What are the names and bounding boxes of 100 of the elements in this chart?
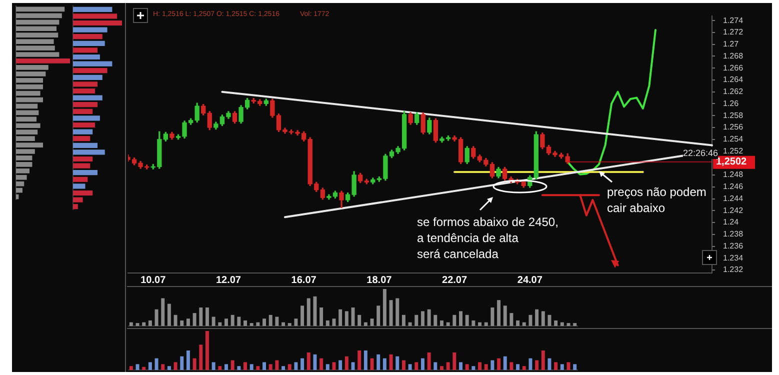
bar <box>402 360 406 370</box>
bar <box>294 362 298 370</box>
bar <box>510 362 514 370</box>
bar <box>154 309 158 326</box>
y-tick-label: 1.244 <box>723 194 744 203</box>
bar <box>230 314 234 326</box>
y-tick-label: 1.258 <box>723 110 744 120</box>
y-tick-label: 1.272 <box>723 28 744 37</box>
bar <box>268 314 272 326</box>
bar <box>472 320 476 326</box>
bar <box>484 364 488 370</box>
y-tick-label: 1.246 <box>723 182 744 192</box>
bar <box>73 176 88 182</box>
bar <box>186 350 190 370</box>
annotation: se formos abaixo de 2450, a tendência de alta será cancelada <box>417 214 558 262</box>
bar <box>192 313 196 326</box>
bar <box>364 322 368 326</box>
bar <box>167 366 171 370</box>
bar <box>205 308 209 326</box>
bar <box>136 323 140 326</box>
y-tick-label: 1.268 <box>723 51 744 60</box>
bar <box>262 318 266 326</box>
bar <box>548 314 552 326</box>
bar <box>73 34 102 40</box>
bar <box>427 352 431 370</box>
x-tick-label: 18.07 <box>366 274 392 286</box>
bar <box>161 298 165 326</box>
bar <box>516 320 520 326</box>
bar <box>256 366 260 370</box>
bar <box>440 320 444 326</box>
bar <box>459 362 462 370</box>
bar <box>142 366 146 370</box>
y-tick-label: 1.262 <box>723 87 744 96</box>
bar <box>332 318 336 326</box>
bar <box>320 308 324 326</box>
bar <box>510 313 514 326</box>
bar <box>205 331 209 370</box>
y-tick-label: 1.256 <box>723 122 744 132</box>
bar <box>180 356 184 370</box>
bar <box>306 352 310 370</box>
bar <box>256 322 260 326</box>
bar <box>503 306 507 326</box>
bar <box>230 360 234 370</box>
bar <box>503 356 507 370</box>
bar <box>16 58 70 64</box>
y-tick-label: 1.252 <box>723 146 744 156</box>
y-tick-label: 1.242 <box>723 206 744 215</box>
bar <box>320 358 324 370</box>
y-tick-label: 1.27 <box>723 40 740 49</box>
bar <box>434 314 438 326</box>
x-tick-label: 16.07 <box>291 274 317 286</box>
bar <box>73 95 102 100</box>
bar <box>73 122 96 128</box>
bar <box>282 322 286 326</box>
bar <box>294 318 298 326</box>
bar <box>344 311 348 326</box>
bar <box>306 298 310 326</box>
bar <box>73 129 93 134</box>
bar <box>224 364 228 370</box>
y-tick-label: 1.232 <box>723 265 744 274</box>
bar <box>408 322 412 326</box>
bar <box>73 163 90 168</box>
bar <box>129 366 133 370</box>
bar <box>420 358 424 370</box>
bar <box>382 358 386 370</box>
bar <box>288 323 292 326</box>
bar <box>136 364 140 370</box>
x-tick-label: 12.07 <box>216 274 242 286</box>
bar <box>16 6 65 12</box>
bar <box>490 360 494 370</box>
bar <box>560 364 564 370</box>
bar <box>535 309 539 326</box>
bar <box>218 322 222 326</box>
bar <box>199 308 203 326</box>
bar <box>420 311 424 326</box>
bar <box>237 366 241 370</box>
bar <box>528 358 532 370</box>
bar <box>275 360 279 370</box>
bar <box>370 318 374 326</box>
bar <box>497 300 501 326</box>
bar <box>338 360 342 370</box>
bar <box>541 311 545 326</box>
bar <box>528 314 532 326</box>
y-tick-label: 1.264 <box>723 75 744 84</box>
bar <box>73 136 90 142</box>
bar <box>465 364 469 370</box>
bar <box>484 322 488 326</box>
bar <box>478 322 482 326</box>
bar <box>338 309 342 326</box>
bar <box>186 318 190 326</box>
bar <box>224 318 228 326</box>
bar <box>142 322 146 326</box>
bar <box>192 358 196 370</box>
y-tick-label: 1.274 <box>723 16 744 25</box>
bar <box>408 364 412 370</box>
bar <box>212 362 216 370</box>
bar <box>73 68 108 74</box>
bar <box>313 296 317 326</box>
bar <box>275 316 279 326</box>
bar <box>174 362 178 370</box>
